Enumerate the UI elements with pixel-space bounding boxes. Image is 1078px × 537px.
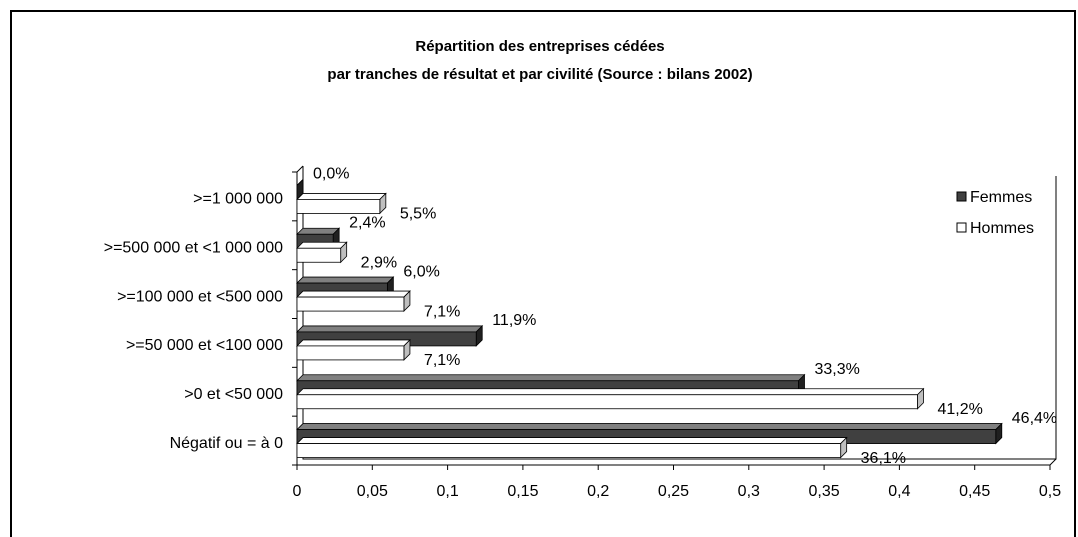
legend-swatch — [956, 191, 967, 202]
y-tick-label: >=1 000 000 — [193, 191, 283, 208]
legend-label: Femmes — [970, 189, 1032, 206]
bar-top — [296, 227, 341, 235]
x-tick-label: 0,1 — [436, 483, 458, 500]
y-tick-label: >0 et <50 000 — [184, 386, 283, 403]
legend-swatch — [956, 222, 967, 233]
x-tick-label: 0 — [293, 483, 302, 500]
plot-frame — [302, 166, 1057, 460]
value-label: 36,1% — [861, 450, 906, 467]
bar — [296, 296, 405, 312]
x-tick-label: 0,4 — [888, 483, 910, 500]
value-label: 2,9% — [361, 254, 397, 271]
value-label: 0,0% — [313, 166, 349, 183]
y-axis-depth — [296, 165, 304, 173]
bar-top — [296, 193, 387, 200]
chart-title: Répartition des entreprises cédées — [415, 38, 664, 55]
value-label: 6,0% — [403, 263, 439, 280]
bar-top — [296, 339, 411, 347]
bar-top — [296, 388, 925, 396]
value-label: 11,9% — [492, 312, 536, 329]
x-tick-label: 0,35 — [809, 483, 840, 500]
bar-top — [296, 374, 806, 382]
y-tick-label: >=50 000 et <100 000 — [126, 337, 283, 354]
value-label: 5,5% — [400, 206, 436, 223]
y-tick-label: Négatif ou = à 0 — [170, 435, 284, 452]
x-tick-label: 0,2 — [587, 483, 609, 500]
bar — [296, 345, 405, 361]
value-label: 7,1% — [424, 303, 460, 320]
bar-top — [296, 290, 411, 298]
y-tick-label: >=100 000 et <500 000 — [117, 288, 283, 305]
value-label: 2,4% — [349, 214, 385, 231]
x-tick-label: 0,5 — [1039, 483, 1061, 500]
x-tick-label: 0,25 — [658, 483, 689, 500]
bar — [296, 394, 918, 410]
bar — [296, 443, 842, 458]
chart-subtitle: par tranches de résultat et par civilité… — [327, 66, 752, 83]
x-tick-label: 0,3 — [738, 483, 760, 500]
value-label: 33,3% — [814, 361, 859, 378]
chart-border — [10, 10, 1076, 537]
legend-label: Hommes — [970, 220, 1034, 237]
bar-top — [296, 241, 348, 249]
value-label: 7,1% — [424, 352, 460, 369]
bar — [296, 199, 381, 214]
x-tick-label: 0,15 — [507, 483, 538, 500]
bar-top — [296, 437, 848, 444]
y-tick-label: >=500 000 et <1 000 000 — [104, 239, 283, 256]
bar-top — [296, 423, 1003, 430]
x-tick-label: 0,05 — [357, 483, 388, 500]
x-tick-label: 0,45 — [959, 483, 990, 500]
bar — [296, 247, 342, 263]
value-label: 41,2% — [937, 401, 982, 418]
value-label: 46,4% — [1012, 410, 1057, 427]
x-axis-depth — [1049, 458, 1057, 466]
bar-top — [296, 276, 395, 284]
bar-top — [296, 325, 484, 333]
